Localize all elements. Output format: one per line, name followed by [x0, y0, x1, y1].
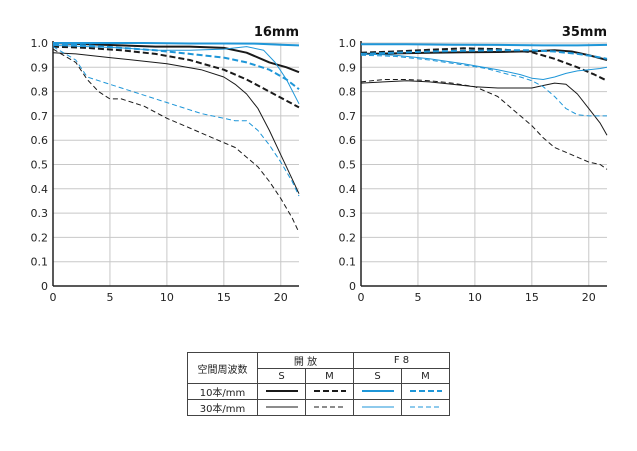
- ytick-label: 0.2: [339, 231, 357, 244]
- xtick-label: 20: [582, 291, 596, 304]
- series-line: [360, 53, 608, 80]
- xtick-label: 5: [414, 291, 421, 304]
- legend-col-f8-m: M: [401, 368, 450, 384]
- xtick-label: 20: [274, 291, 288, 304]
- ytick-label: 0.2: [31, 231, 49, 244]
- ytick-label: 1.0: [339, 37, 357, 50]
- legend-col-open-m: M: [305, 368, 354, 384]
- mtf-chart-16mm: 0 0.1 0.2 0.3 0.4 0.5 0.6 0.7 0.8 0.9 1.0 0 5 10 15 20 1…: [31, 25, 300, 304]
- ytick-label: 0.4: [31, 183, 49, 196]
- ytick-label: 0.1: [339, 256, 357, 269]
- series-line: [360, 49, 608, 60]
- legend-swatch-f8-30-s: [353, 399, 402, 416]
- mtf-chart-35mm: 0 0.1 0.2 0.3 0.4 0.5 0.6 0.7 0.8 0.9 1.0 0 5 10 15 20 3…: [339, 25, 608, 304]
- legend-row-30lpmm-label: 30本/mm: [187, 399, 258, 416]
- legend-swatch-f8-10-m: [401, 383, 450, 400]
- series-line: [52, 48, 300, 233]
- xtick-label: 0: [50, 291, 57, 304]
- chart-title: 16mm: [254, 25, 299, 40]
- ytick-label: 0.5: [31, 159, 49, 172]
- series-line: [53, 42, 300, 47]
- xtick-label: 10: [160, 291, 174, 304]
- xtick-label: 15: [217, 291, 231, 304]
- series-line: [52, 43, 300, 90]
- legend-swatch-open-30-s: [257, 399, 306, 416]
- series-line: [360, 54, 607, 117]
- ytick-label: 0.5: [339, 159, 357, 172]
- series-line: [360, 80, 608, 136]
- series-line: [52, 42, 300, 74]
- legend-row-10lpmm-label: 10本/mm: [187, 383, 258, 400]
- ytick-label: 0.9: [339, 61, 357, 74]
- chart-title: 35mm: [562, 25, 607, 40]
- ytick-label: 0.8: [339, 86, 357, 99]
- legend-table: 空間周波数 開 放 F 8 S M S M 10本/mm 30本/mm: [187, 352, 450, 416]
- legend-swatch-open-10-s: [257, 383, 306, 400]
- ytick-label: 0.7: [31, 110, 49, 123]
- series-line: [52, 45, 300, 109]
- ytick-label: 0: [41, 280, 48, 293]
- xtick-label: 15: [525, 291, 539, 304]
- series-line: [361, 43, 608, 47]
- ytick-label: 0.4: [339, 183, 357, 196]
- series-line: [52, 44, 300, 105]
- ytick-label: 1.0: [31, 37, 49, 50]
- xtick-label: 10: [468, 291, 482, 304]
- ytick-label: 0.7: [339, 110, 357, 123]
- series-line: [360, 79, 608, 170]
- ytick-label: 0.6: [31, 134, 49, 147]
- ytick-label: 0: [349, 280, 356, 293]
- xtick-label: 0: [358, 291, 365, 304]
- legend-col-f8-s: S: [353, 368, 402, 384]
- legend-swatch-f8-30-m: [401, 399, 450, 416]
- series-line: [52, 52, 300, 194]
- legend-col-open-s: S: [257, 368, 306, 384]
- ytick-label: 0.9: [31, 61, 49, 74]
- ytick-label: 0.8: [31, 86, 49, 99]
- legend-swatch-open-10-m: [305, 383, 354, 400]
- legend-swatch-open-30-m: [305, 399, 354, 416]
- xtick-label: 5: [106, 291, 113, 304]
- ytick-label: 0.1: [31, 256, 49, 269]
- series-line: [52, 46, 300, 197]
- legend-header-f8: F 8: [353, 352, 450, 369]
- legend-swatch-f8-10-s: [353, 383, 402, 400]
- ytick-label: 0.6: [339, 134, 357, 147]
- legend-header-spatial-frequency: 空間周波数: [187, 352, 258, 384]
- legend-header-open-aperture: 開 放: [257, 352, 354, 369]
- ytick-label: 0.3: [339, 207, 357, 220]
- ytick-label: 0.3: [31, 207, 49, 220]
